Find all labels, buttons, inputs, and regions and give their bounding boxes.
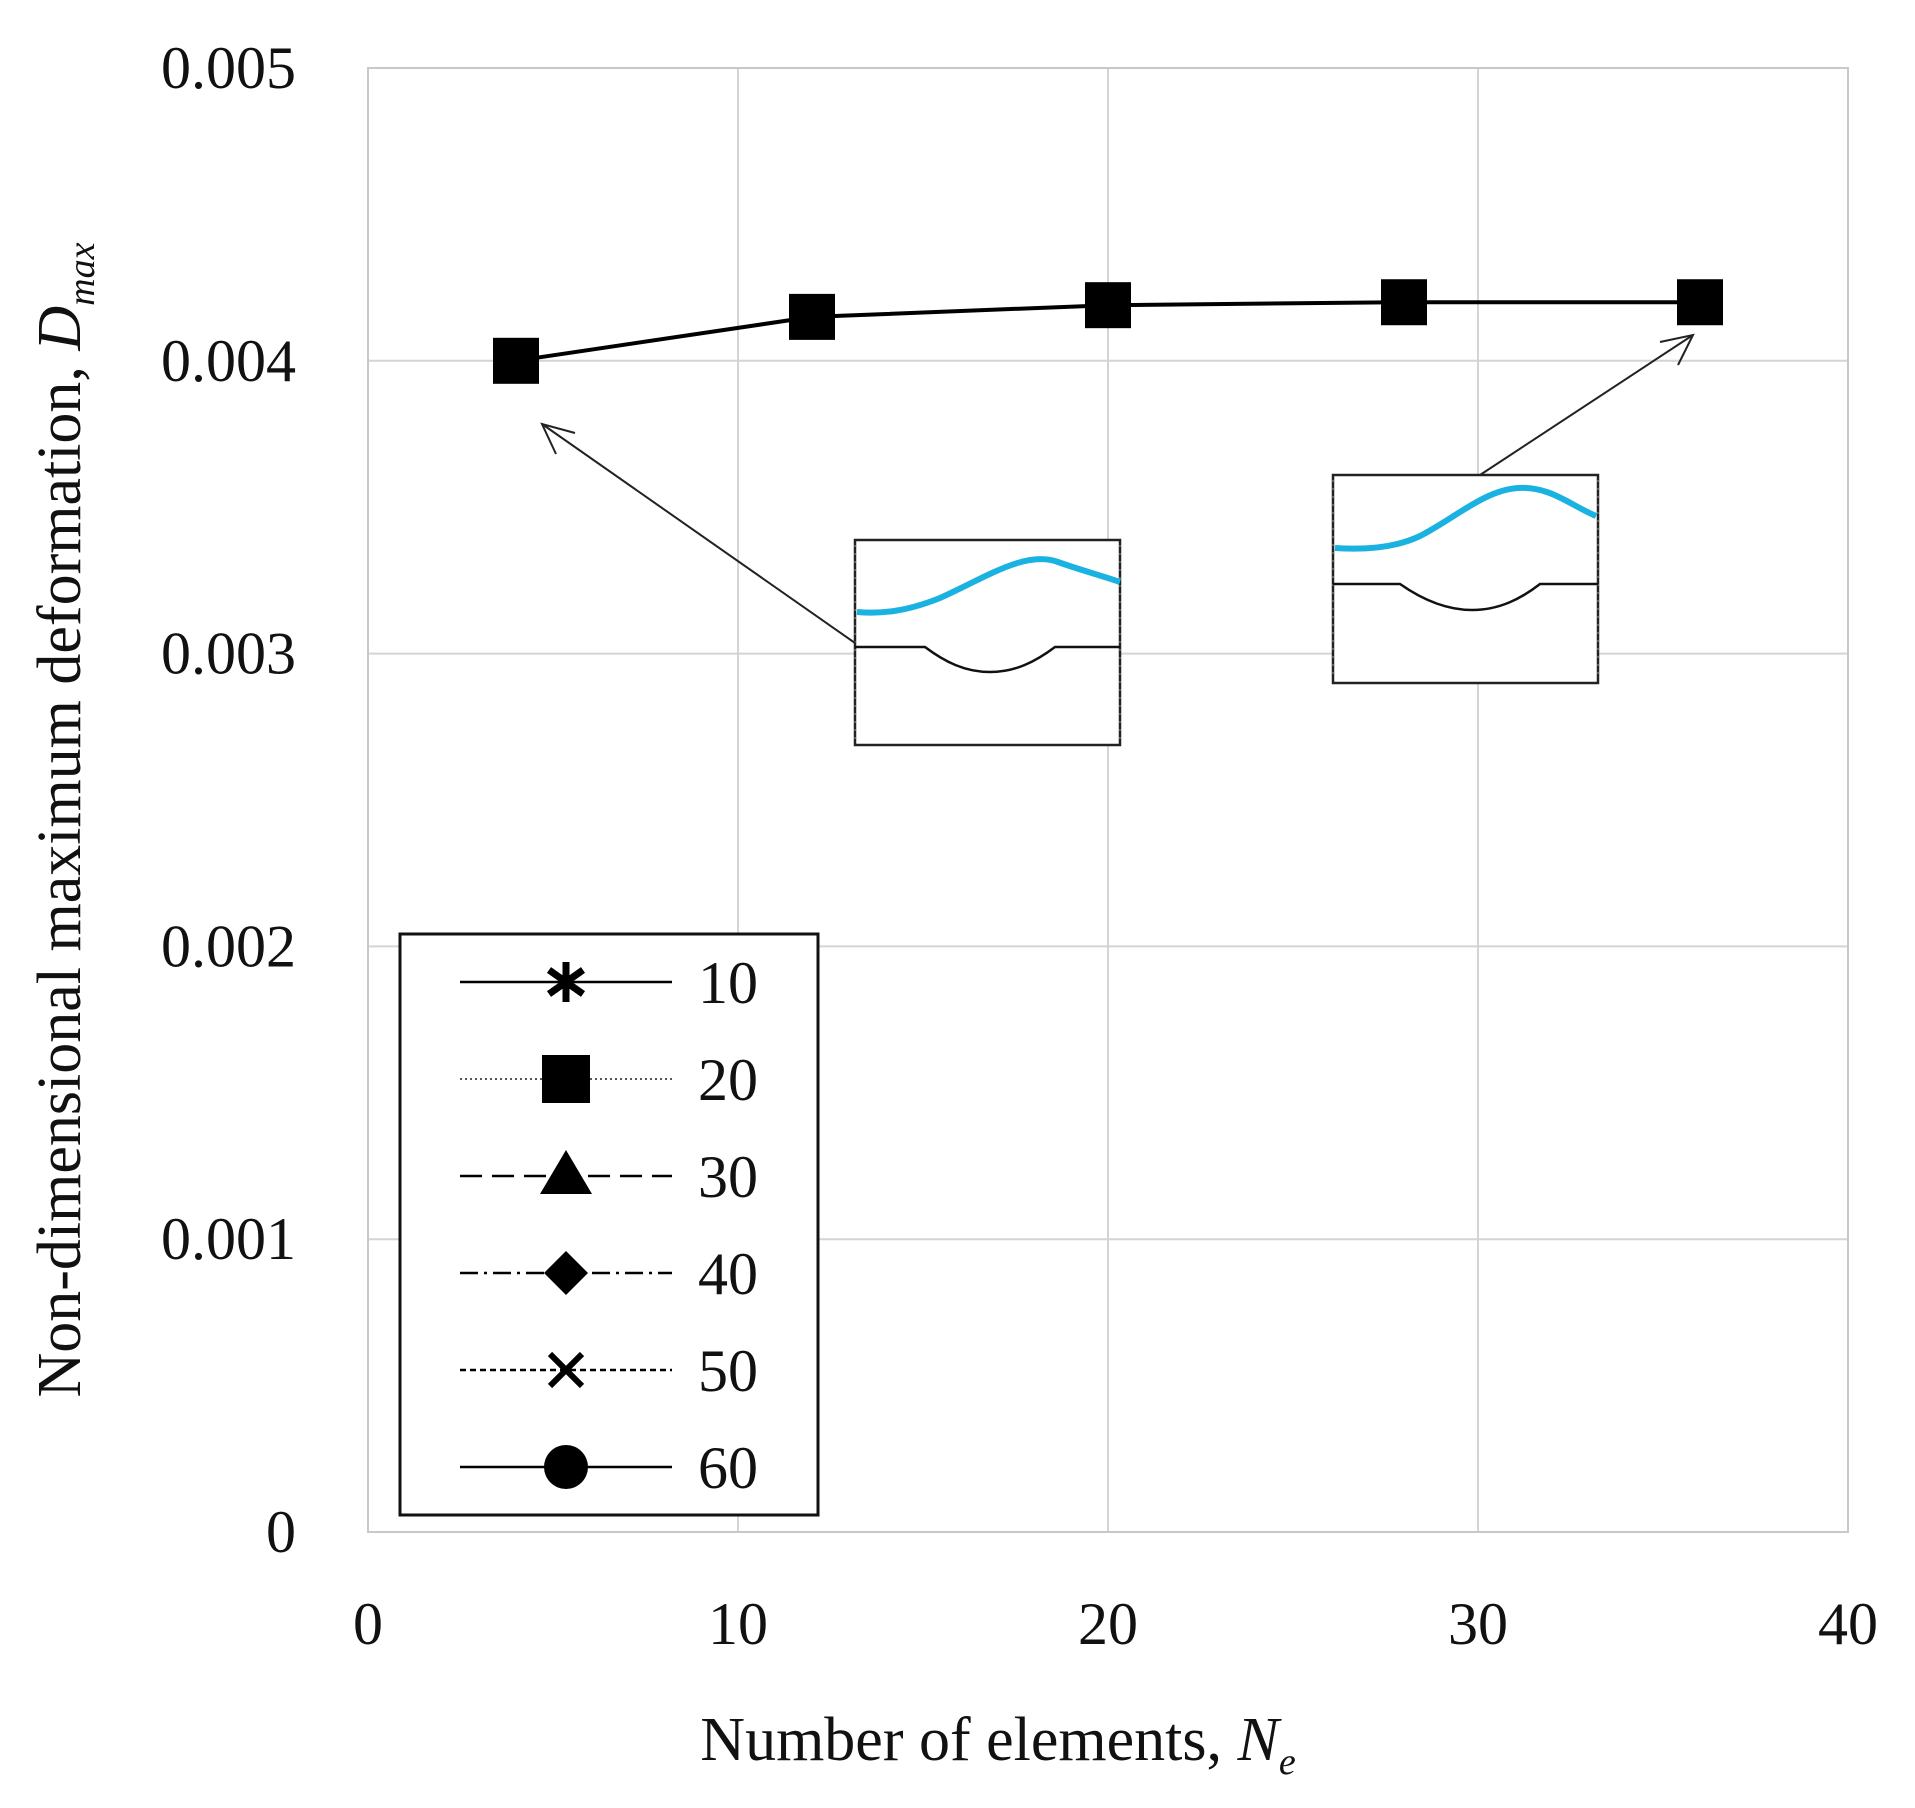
series-20-point (1085, 282, 1131, 329)
inset-left-deformed-curve (856, 556, 1121, 616)
legend-30-triangle-marker (540, 1150, 592, 1194)
tick-labels: 0 10 20 30 40 0 0.001 0.002 0.003 0.004 0.005 (161, 35, 1878, 1657)
legend-20-square-marker (542, 1055, 590, 1103)
legend-entry-30: 30 (460, 1144, 758, 1210)
legend-entry-60: 60 (460, 1435, 758, 1501)
series-20-point (1677, 279, 1723, 326)
legend-60-label: 60 (698, 1435, 758, 1501)
legend-50-x-marker (547, 1351, 585, 1389)
inset-right-side-ticks (1332, 480, 1599, 680)
legend-50-label: 50 (698, 1338, 758, 1404)
x-axis-title: Number of elements, Ne (700, 1706, 1296, 1783)
legend: 10 20 30 40 50 60 (398, 932, 820, 1517)
arrow-right-head (1659, 333, 1695, 366)
annotation-arrows (540, 333, 1695, 644)
legend-entry-40: 40 (460, 1241, 758, 1307)
legend-60-circle-marker (544, 1445, 588, 1489)
y-tick-label: 0.005 (161, 35, 296, 101)
series-20-point (493, 337, 539, 384)
inset-right-baseline-shape (1333, 582, 1598, 612)
plot-area-frame (367, 67, 1849, 1533)
y-tick-label: 0 (266, 1499, 296, 1565)
arrow-left-head (540, 422, 576, 455)
x-tick-label: 10 (708, 1591, 768, 1657)
inset-left-side-ticks (854, 545, 1121, 745)
inset-right-deformed-curve (1334, 484, 1598, 552)
x-tick-label: 0 (353, 1591, 383, 1657)
y-tick-label: 0.004 (161, 328, 296, 394)
legend-frame (398, 932, 820, 1517)
legend-20-label: 20 (698, 1047, 758, 1113)
legend-entry-20: 20 (460, 1047, 758, 1113)
series-20-markers (493, 279, 1723, 384)
legend-entry-10: 10 (460, 950, 758, 1016)
y-tick-label: 0.003 (161, 621, 296, 687)
y-tick-label: 0.002 (161, 913, 296, 979)
legend-30-label: 30 (698, 1144, 758, 1210)
legend-10-asterisk-marker (546, 962, 586, 1002)
x-tick-label: 30 (1448, 1591, 1508, 1657)
inset-left (853, 538, 1122, 747)
x-tick-label: 20 (1078, 1591, 1138, 1657)
legend-entry-50: 50 (460, 1338, 758, 1404)
legend-40-diamond-marker (544, 1251, 588, 1295)
x-tick-label: 40 (1818, 1591, 1878, 1657)
inset-left-baseline-shape (855, 645, 1120, 674)
arrow-left-shaft (541, 423, 856, 644)
legend-40-label: 40 (698, 1241, 758, 1307)
series-20-point (1381, 279, 1427, 326)
inset-right (1331, 473, 1600, 685)
legend-10-label: 10 (698, 950, 758, 1016)
y-tick-label: 0.001 (161, 1206, 296, 1272)
series-20-point (789, 293, 835, 340)
arrow-right-shaft (1479, 334, 1694, 476)
y-axis-title: Non-dimensional maximum deformation, Dma… (26, 242, 103, 1397)
